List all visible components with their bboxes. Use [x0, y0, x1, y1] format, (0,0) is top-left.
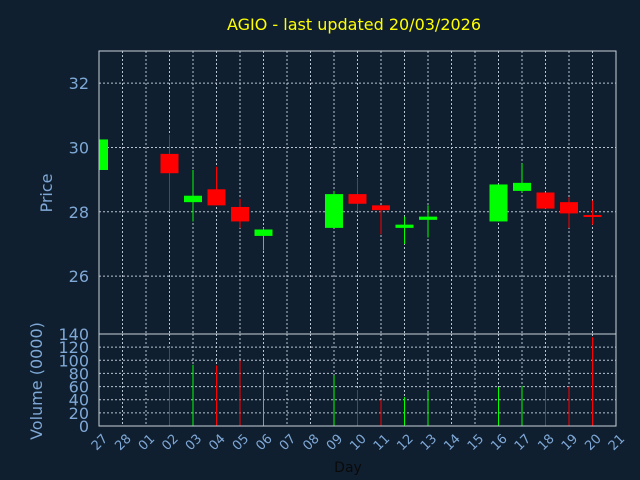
candle-body [348, 194, 367, 204]
volume-tick-label: 20 [69, 404, 89, 423]
volume-tick-label: 100 [58, 351, 89, 370]
candle-body [99, 139, 108, 170]
candle-body [184, 195, 202, 203]
volume-axis-label: Volume (0000) [27, 322, 46, 440]
candle-body [419, 216, 437, 220]
candle-body [207, 189, 226, 206]
price-tick-label: 26 [69, 267, 89, 286]
volume-tick-label: 120 [58, 338, 89, 357]
candle-body [583, 215, 602, 218]
candle-body [536, 192, 555, 209]
price-tick-label: 28 [69, 203, 89, 222]
volume-tick-label: 40 [69, 391, 89, 410]
chart-title: AGIO - last updated 20/03/2026 [227, 15, 481, 34]
volume-tick-label: 60 [69, 378, 89, 397]
candle-body [489, 184, 508, 222]
price-tick-labels: 26 28 30 32 [69, 74, 89, 286]
candle-body [160, 153, 179, 174]
price-tick-label: 32 [69, 74, 89, 93]
day-tick-labels: 27 28 01 02 03 04 05 06 07 08 09 10 11 12 13 14 15 16 17 18… [89, 432, 628, 454]
candle-body [325, 194, 343, 228]
candle-body [254, 229, 273, 236]
candle-body [395, 224, 414, 228]
price-tick-label: 30 [69, 138, 89, 157]
volume-panel-frame [98, 333, 617, 427]
volume-tick-label: 140 [58, 325, 89, 344]
candle-body [231, 206, 249, 222]
candle-body [513, 182, 531, 191]
volume-bars [169, 337, 593, 426]
day-axis-label: Day [334, 460, 362, 476]
volume-tick-label: 0 [79, 417, 89, 436]
price-axis-label: Price [37, 173, 56, 212]
price-candles [98, 134, 602, 251]
candle-body [560, 202, 578, 214]
volume-tick-label: 80 [69, 364, 89, 383]
candle-body [372, 205, 390, 211]
